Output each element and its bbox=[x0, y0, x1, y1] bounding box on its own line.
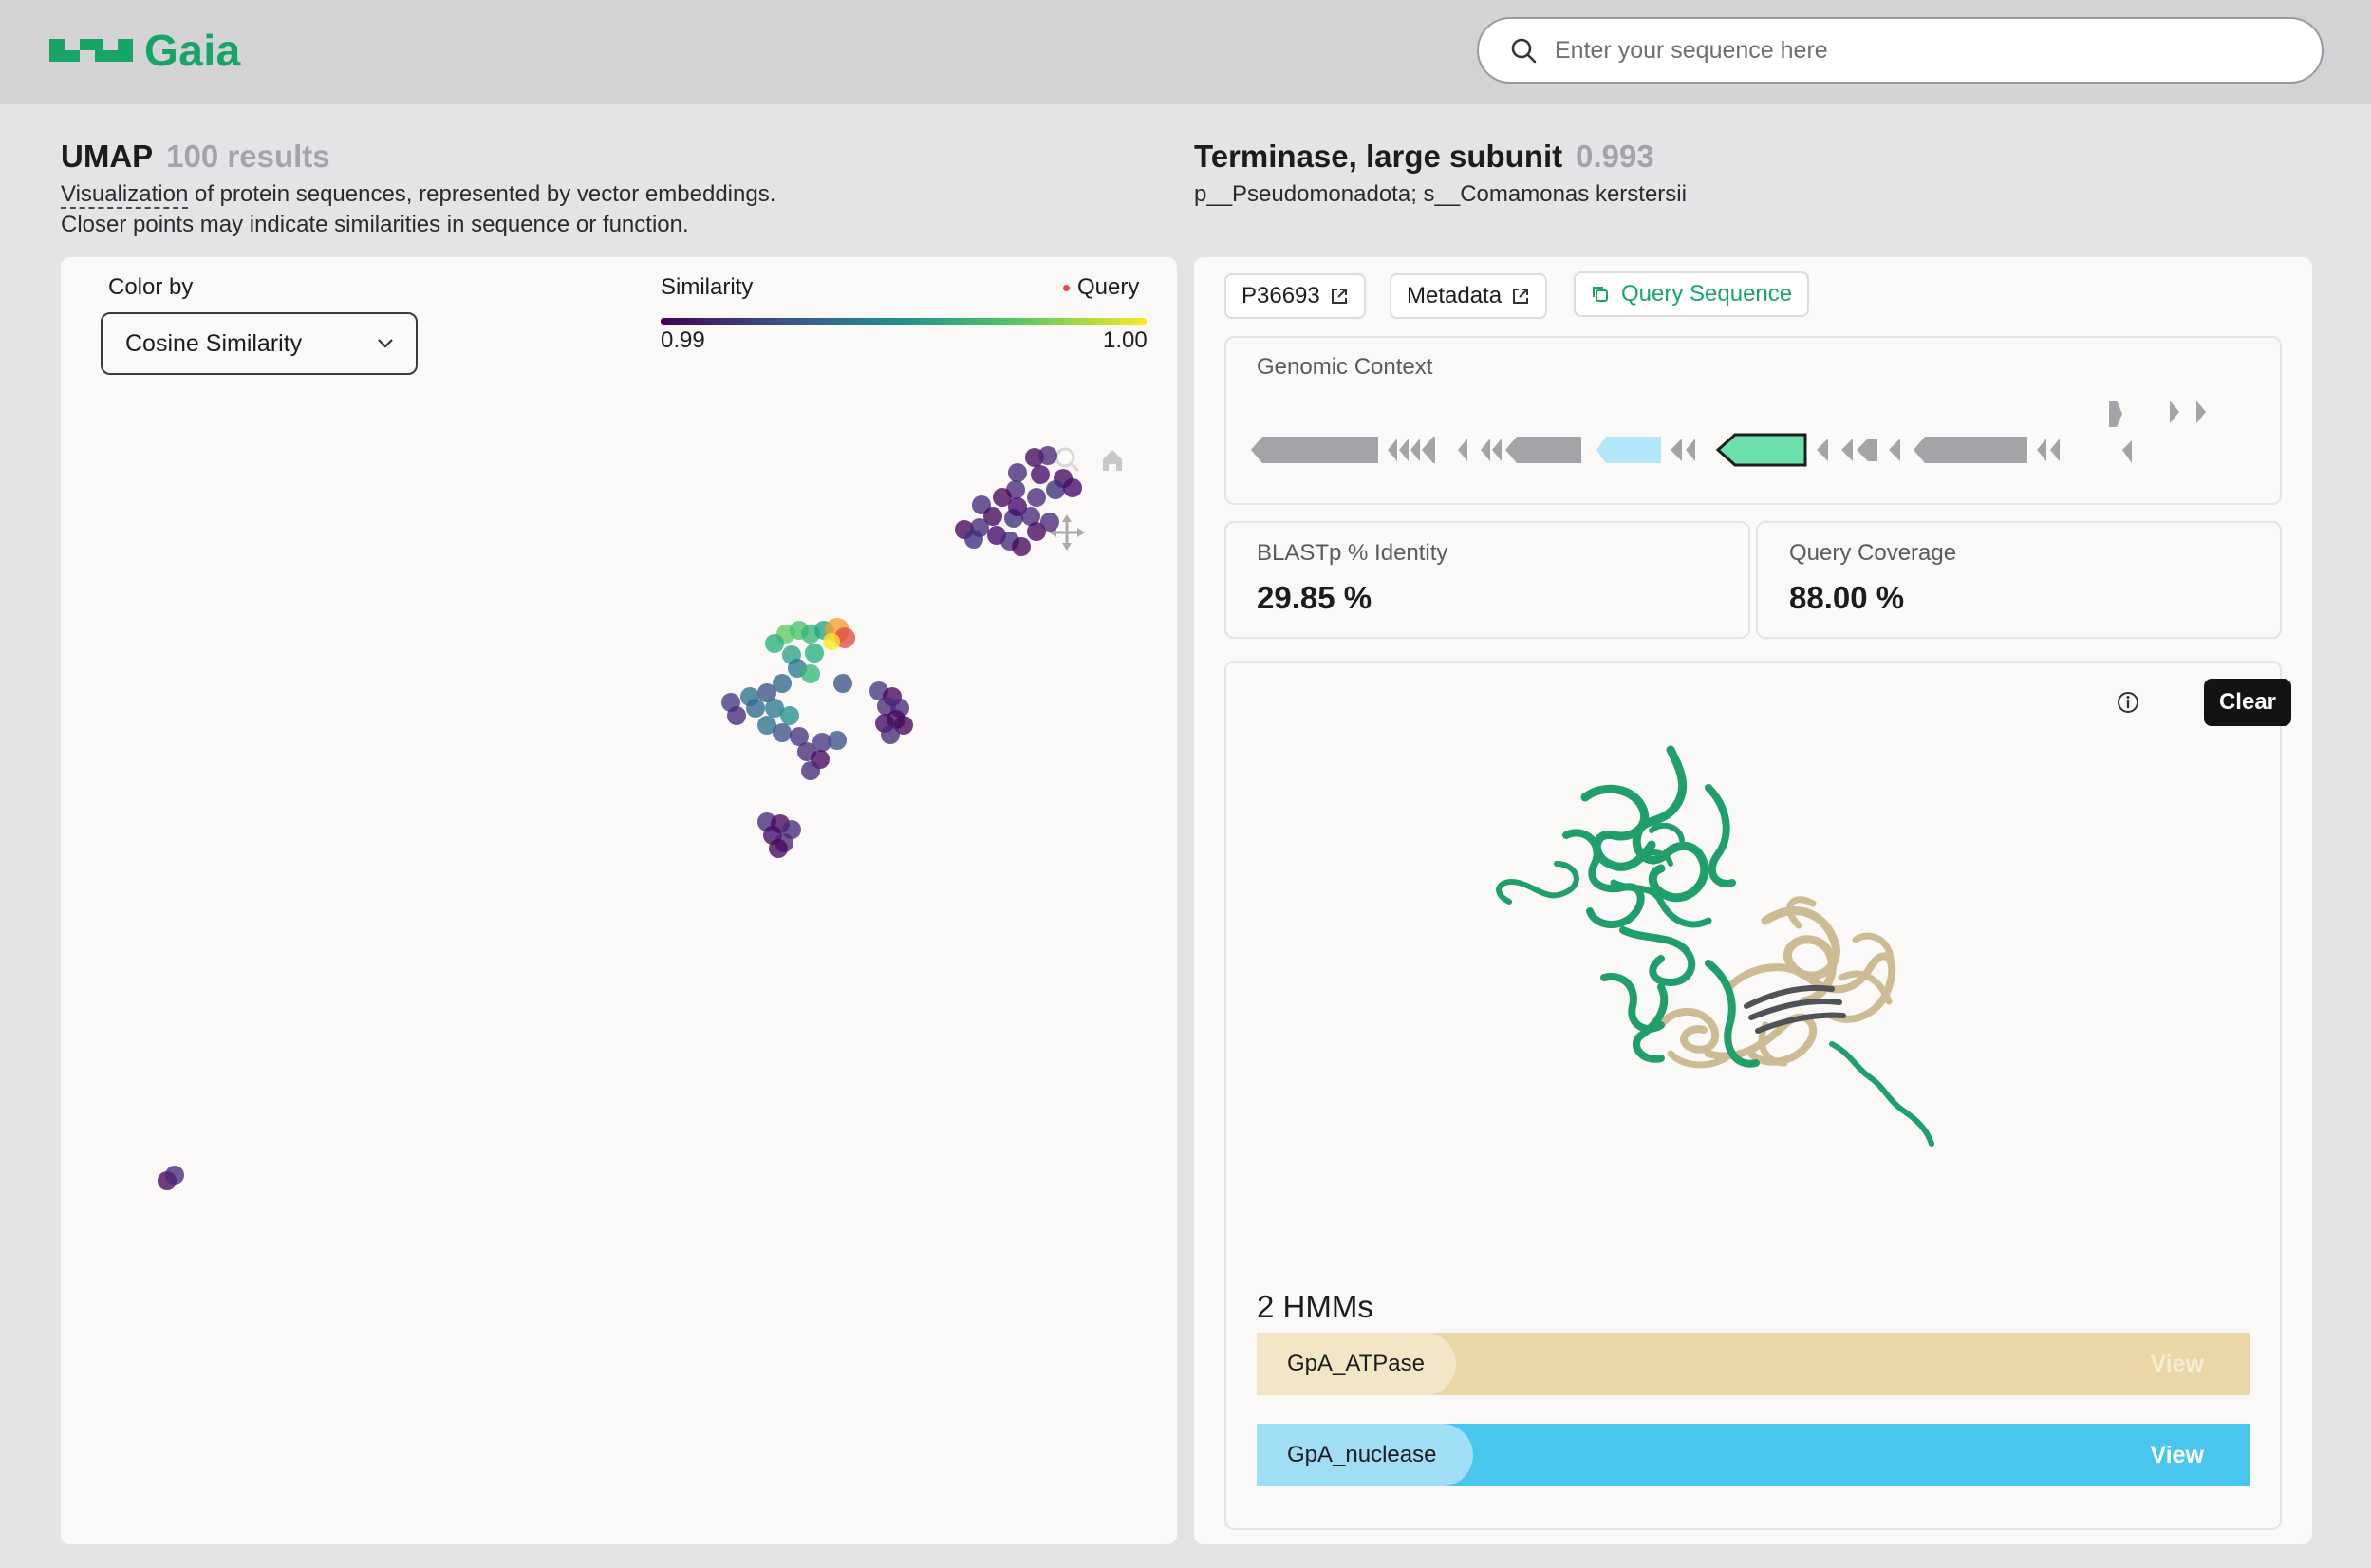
blastp-label: BLASTp % Identity bbox=[1257, 540, 1448, 566]
similarity-label: Similarity bbox=[661, 274, 754, 300]
zoom-icon[interactable] bbox=[1055, 447, 1080, 473]
umap-plot[interactable] bbox=[61, 399, 1177, 1538]
umap-title: UMAP bbox=[61, 139, 154, 174]
umap-header: UMAP 100 results bbox=[61, 139, 330, 175]
plot-toolbar bbox=[1049, 447, 1122, 551]
hmm-row[interactable]: GpA_nuclease View bbox=[1257, 1424, 2250, 1486]
genomic-context-label: Genomic Context bbox=[1257, 354, 1433, 380]
umap-desc-line2: Closer points may indicate similarities … bbox=[61, 212, 689, 237]
protein-structure-viewer[interactable] bbox=[1481, 740, 1993, 1148]
hmm-name-pill: GpA_nuclease bbox=[1257, 1424, 1473, 1486]
protein-title: Terminase, large subunit bbox=[1194, 139, 1563, 174]
umap-results-count: 100 results bbox=[166, 139, 330, 174]
view-hmm-button[interactable]: View bbox=[2150, 1441, 2204, 1468]
coverage-label: Query Coverage bbox=[1789, 540, 1957, 566]
umap-point[interactable] bbox=[158, 446, 1082, 1190]
app-logo[interactable]: Gaia bbox=[49, 26, 241, 75]
coverage-panel bbox=[1756, 521, 2282, 639]
protein-chain-tan bbox=[1657, 896, 1896, 1069]
metadata-label: Metadata bbox=[1407, 283, 1503, 308]
genomic-context-track bbox=[1251, 401, 2206, 467]
scale-min: 0.99 bbox=[661, 327, 705, 353]
hmms-title: 2 HMMs bbox=[1257, 1289, 1373, 1324]
chevron-down-icon bbox=[376, 338, 395, 349]
gene-arrow[interactable] bbox=[1596, 437, 1661, 463]
metadata-link[interactable]: Metadata bbox=[1390, 273, 1548, 319]
umap-description: Visualization of protein sequences, repr… bbox=[61, 179, 775, 240]
view-hmm-button[interactable]: View bbox=[2150, 1350, 2204, 1377]
similarity-gradient bbox=[661, 318, 1147, 325]
scale-max: 1.00 bbox=[1103, 327, 1148, 353]
genomic-context-panel bbox=[1224, 336, 2282, 505]
coverage-value: 88.00 % bbox=[1789, 580, 1905, 615]
external-link-icon bbox=[1511, 287, 1530, 306]
visualization-link[interactable]: Visualization bbox=[61, 181, 189, 209]
query-gene-arrow[interactable] bbox=[1715, 433, 1807, 467]
color-by-label: Color by bbox=[108, 274, 194, 300]
query-sequence-button[interactable]: Query Sequence bbox=[1574, 271, 1810, 317]
app-name: Gaia bbox=[144, 26, 241, 75]
taxonomy-text: p__Pseudomonadota; s__Comamonas kersters… bbox=[1194, 181, 1687, 207]
hmm-row[interactable]: GpA_ATPase View bbox=[1257, 1333, 2250, 1395]
color-by-select[interactable]: Cosine Similarity bbox=[101, 312, 418, 375]
accession-label: P36693 bbox=[1242, 283, 1320, 308]
query-legend-label: Query bbox=[1077, 274, 1140, 300]
info-icon[interactable] bbox=[2115, 689, 2141, 716]
blastp-value: 29.85 % bbox=[1257, 580, 1372, 615]
blastp-panel bbox=[1224, 521, 1750, 639]
clear-button[interactable]: Clear bbox=[2204, 679, 2291, 726]
hmm-name: GpA_ATPase bbox=[1287, 1351, 1425, 1376]
sequence-search[interactable] bbox=[1477, 17, 2324, 84]
hmm-name: GpA_nuclease bbox=[1287, 1442, 1437, 1467]
hmm-name-pill: GpA_ATPase bbox=[1257, 1333, 1456, 1395]
gene-arrow[interactable] bbox=[1251, 401, 2206, 463]
external-link-icon bbox=[1330, 287, 1349, 306]
search-input[interactable] bbox=[1553, 35, 2278, 65]
copy-icon bbox=[1591, 285, 1610, 304]
pan-icon[interactable] bbox=[1049, 514, 1085, 551]
query-dot-icon bbox=[1063, 284, 1070, 291]
home-icon[interactable] bbox=[1103, 450, 1122, 471]
color-by-value: Cosine Similarity bbox=[125, 329, 303, 357]
gaia-logo-icon bbox=[49, 39, 133, 62]
query-legend: Query bbox=[1063, 274, 1139, 301]
query-sequence-label: Query Sequence bbox=[1621, 281, 1793, 307]
umap-card bbox=[61, 257, 1177, 1544]
umap-desc-line1: of protein sequences, represented by vec… bbox=[188, 181, 776, 207]
protein-chain-green bbox=[1496, 745, 1934, 1147]
protein-chain-dark bbox=[1744, 984, 1846, 1034]
search-icon bbox=[1509, 36, 1538, 65]
similarity-score: 0.993 bbox=[1576, 139, 1654, 174]
detail-header: Terminase, large subunit 0.993 bbox=[1194, 139, 1654, 175]
accession-link[interactable]: P36693 bbox=[1224, 273, 1366, 319]
